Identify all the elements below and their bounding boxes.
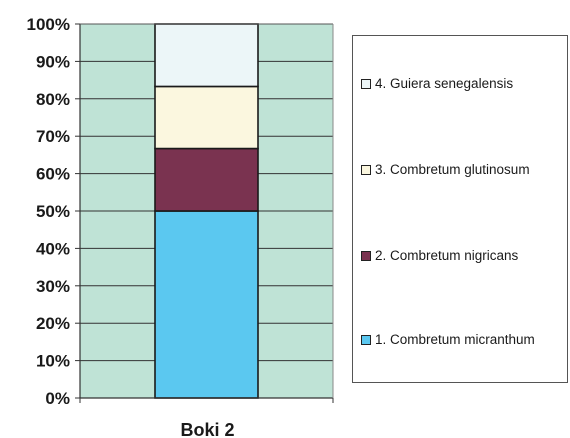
y-tick-label: 90% (36, 52, 70, 71)
legend-label: 4. Guiera senegalensis (375, 76, 514, 91)
legend-label: 1. Combretum micranthum (375, 332, 535, 347)
y-tick-label: 60% (36, 165, 70, 184)
y-tick-label: 100% (27, 15, 70, 34)
legend: 4. Guiera senegalensis 3. Combretum gluti… (352, 35, 568, 383)
legend-item: 2. Combretum nigricans (361, 248, 518, 263)
legend-item: 3. Combretum glutinosum (361, 162, 530, 177)
y-tick-label: 80% (36, 90, 70, 109)
legend-swatch (361, 334, 371, 345)
y-tick-label: 0% (45, 389, 70, 408)
y-tick-label: 40% (36, 239, 70, 258)
y-tick-label: 30% (36, 277, 70, 296)
axes (75, 23, 334, 403)
tick-labels: 0% 10% 20% 30% 40% 50% 60% 70% 80% 90% 100% Boki 2 (27, 15, 235, 438)
legend-item: 1. Combretum micranthum (361, 332, 535, 347)
legend-item: 4. Guiera senegalensis (361, 76, 513, 91)
y-tick-label: 20% (36, 314, 70, 333)
bar-segment-2 (154, 147, 259, 212)
y-tick-label: 10% (36, 352, 70, 371)
bar-segment-3 (154, 85, 259, 150)
legend-swatch (361, 250, 371, 261)
legend-label: 2. Combretum nigricans (375, 248, 519, 263)
bar-stack (154, 23, 259, 399)
y-tick-label: 70% (36, 127, 70, 146)
y-tick-label: 50% (36, 202, 70, 221)
legend-swatch (361, 78, 371, 89)
legend-swatch (361, 164, 371, 175)
bar-segment-4 (154, 23, 259, 88)
chart: 0% 10% 20% 30% 40% 50% 60% 70% 80% 90% 100% Boki 2 (27, 15, 334, 438)
x-category-label: Boki 2 (180, 420, 234, 438)
legend-label: 3. Combretum glutinosum (375, 162, 530, 177)
bar-segment-1 (154, 210, 259, 399)
